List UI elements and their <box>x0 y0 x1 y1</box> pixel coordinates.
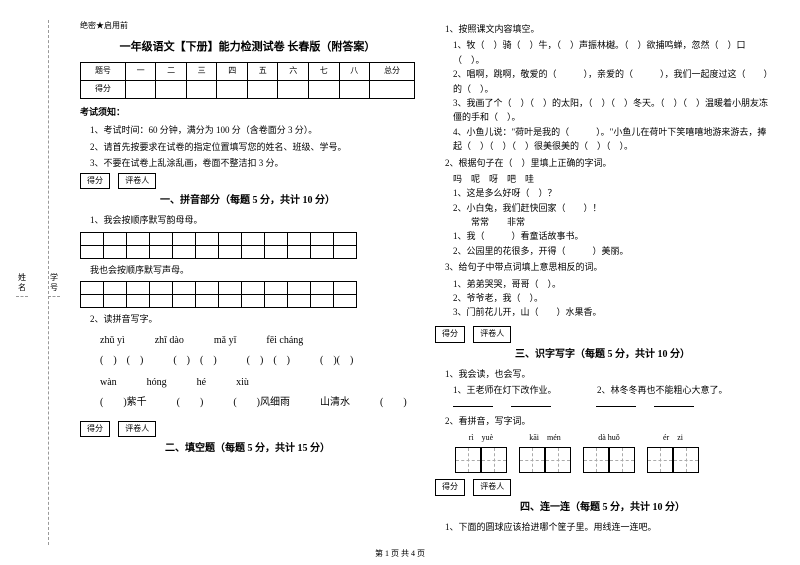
secret-label: 绝密★启用前 <box>80 20 415 33</box>
sub-question: 常常 非常 <box>453 215 770 229</box>
sub-question: 1、这是多么好呀（ ）？ <box>453 186 770 200</box>
sub-question: 4、小鱼儿说："荷叶是我的（ ）。"小鱼儿在荷叶下笑嘻嘻地游来游去，捧起（ ）（… <box>453 125 770 154</box>
section-2-title: 二、填空题（每题 5 分，共计 15 分） <box>80 441 415 457</box>
question-head: 2、根据句子在（ ）里填上正确的字词。 <box>445 156 770 170</box>
tian-box <box>519 447 545 473</box>
score-box: 得分 <box>80 421 110 438</box>
sub-question: 1、弟弟哭哭，哥哥（ ）。 <box>453 277 770 291</box>
grader-box: 评卷人 <box>473 326 511 343</box>
tian-box <box>455 447 481 473</box>
notice-item: 3、不要在试卷上乱涂乱画，卷面不整洁扣 3 分。 <box>90 156 415 170</box>
sub-question: 2、小白兔，我们赶快回家（ ）！ <box>453 201 770 215</box>
answer-grid <box>80 281 357 308</box>
sub-question: 3、门前花儿开，山（ ）水果香。 <box>453 305 770 319</box>
score-input-row: 得分 评卷人 <box>435 326 770 343</box>
score-table: 题号一二三四五六七八总分 得分 <box>80 62 415 99</box>
tian-box <box>583 447 609 473</box>
right-column: 1、按照课文内容填空。 1、牧（ ）骑（ ）牛，（ ）声振林樾。（ ）欲捕鸣蝉，… <box>435 20 770 536</box>
left-column: 绝密★启用前 一年级语文【下册】能力检测试卷 长春版（附答案） 题号一二三四五六… <box>80 20 415 536</box>
grader-box: 评卷人 <box>118 421 156 438</box>
question: 1、我会读，也会写。 <box>445 367 770 381</box>
exam-title: 一年级语文【下册】能力检测试卷 长春版（附答案） <box>80 39 415 57</box>
paren-row: ( ) ( )( ) ( )( ) ( )( )( ) <box>100 353 415 369</box>
tian-box <box>481 447 507 473</box>
score-box: 得分 <box>435 326 465 343</box>
sidebar-label: 姓名 <box>16 269 28 297</box>
tian-box <box>609 447 635 473</box>
question: 我也会按顺序默写声母。 <box>90 263 415 277</box>
notice-head: 考试须知： <box>80 105 415 119</box>
sidebar: 学号 姓名 班级 内 学校 线 封 乡镇(街道) <box>30 20 60 536</box>
question: 1、我会按顺序默写韵母母。 <box>90 213 415 227</box>
question-head: 1、按照课文内容填空。 <box>445 22 770 36</box>
section-3-title: 三、识字写字（每题 5 分，共计 10 分） <box>435 347 770 363</box>
sub-question: 1、我（ ）看童话故事书。 <box>453 229 770 243</box>
sub-question: 2、爷爷老，我（ ）。 <box>453 291 770 305</box>
score-input-row: 得分 评卷人 <box>435 479 770 496</box>
notice-item: 2、请首先按要求在试卷的指定位置填写您的姓名、班级、学号。 <box>90 140 415 154</box>
paren-row: ( )紫千( )( )风细雨山清水( ) <box>100 395 415 411</box>
page: 学号 姓名 班级 内 学校 线 封 乡镇(街道) 绝密★启用前 一年级语文【下册… <box>0 0 800 546</box>
char-box-row: rì yuè kāi mén dà huǒ ér zi <box>455 432 770 473</box>
sub-question: 1、牧（ ）骑（ ）牛，（ ）声振林樾。（ ）欲捕鸣蝉，忽然（ ）口（ ）。 <box>453 38 770 67</box>
binding-line <box>48 20 49 545</box>
tian-box <box>647 447 673 473</box>
page-footer: 第 1 页 共 4 页 <box>0 548 800 559</box>
fill-lines <box>453 397 770 411</box>
question: 2、读拼音写字。 <box>90 312 415 326</box>
sub-question: 2、唱啊，跳啊，敬爱的（ ），亲爱的（ ），我们一起度过这（ ）的（ ）。 <box>453 67 770 96</box>
question-head: 3、给句子中带点词填上意思相反的词。 <box>445 260 770 274</box>
sub-question: 2、公园里的花很多，开得（ ）美丽。 <box>453 244 770 258</box>
sub-question: 3、我画了个（ ）（ ）的太阳，（ ）（ ）冬天。（ ）（ ）温暖着小朋友冻僵的… <box>453 96 770 125</box>
tian-box <box>545 447 571 473</box>
table-row: 题号一二三四五六七八总分 <box>81 63 415 81</box>
sub-question: 1、王老师在灯下改作业。 2、林冬冬再也不能粗心大意了。 <box>453 383 770 397</box>
word-bank: 吗 呢 呀 吧 哇 <box>453 172 770 186</box>
pinyin-row: wànhónghéxiù <box>100 375 415 391</box>
grader-box: 评卷人 <box>118 173 156 190</box>
grader-box: 评卷人 <box>473 479 511 496</box>
score-input-row: 得分 评卷人 <box>80 173 415 190</box>
question: 2、看拼音，写字词。 <box>445 414 770 428</box>
sidebar-label: 学号 <box>48 269 60 297</box>
section-1-title: 一、拼音部分（每题 5 分，共计 10 分） <box>80 193 415 209</box>
pinyin-row: zhǔ yìzhī dàomǎ yǐfēi cháng <box>100 333 415 349</box>
score-box: 得分 <box>80 173 110 190</box>
score-input-row: 得分 评卷人 <box>80 421 415 438</box>
question: 1、下面的圆球应该拾进哪个筐子里。用线连一连吧。 <box>445 520 770 534</box>
section-4-title: 四、连一连（每题 5 分，共计 10 分） <box>435 500 770 516</box>
score-box: 得分 <box>435 479 465 496</box>
tian-box <box>673 447 699 473</box>
answer-grid <box>80 232 357 259</box>
table-row: 得分 <box>81 81 415 99</box>
notice-item: 1、考试时间：60 分钟，满分为 100 分（含卷面分 3 分）。 <box>90 123 415 137</box>
